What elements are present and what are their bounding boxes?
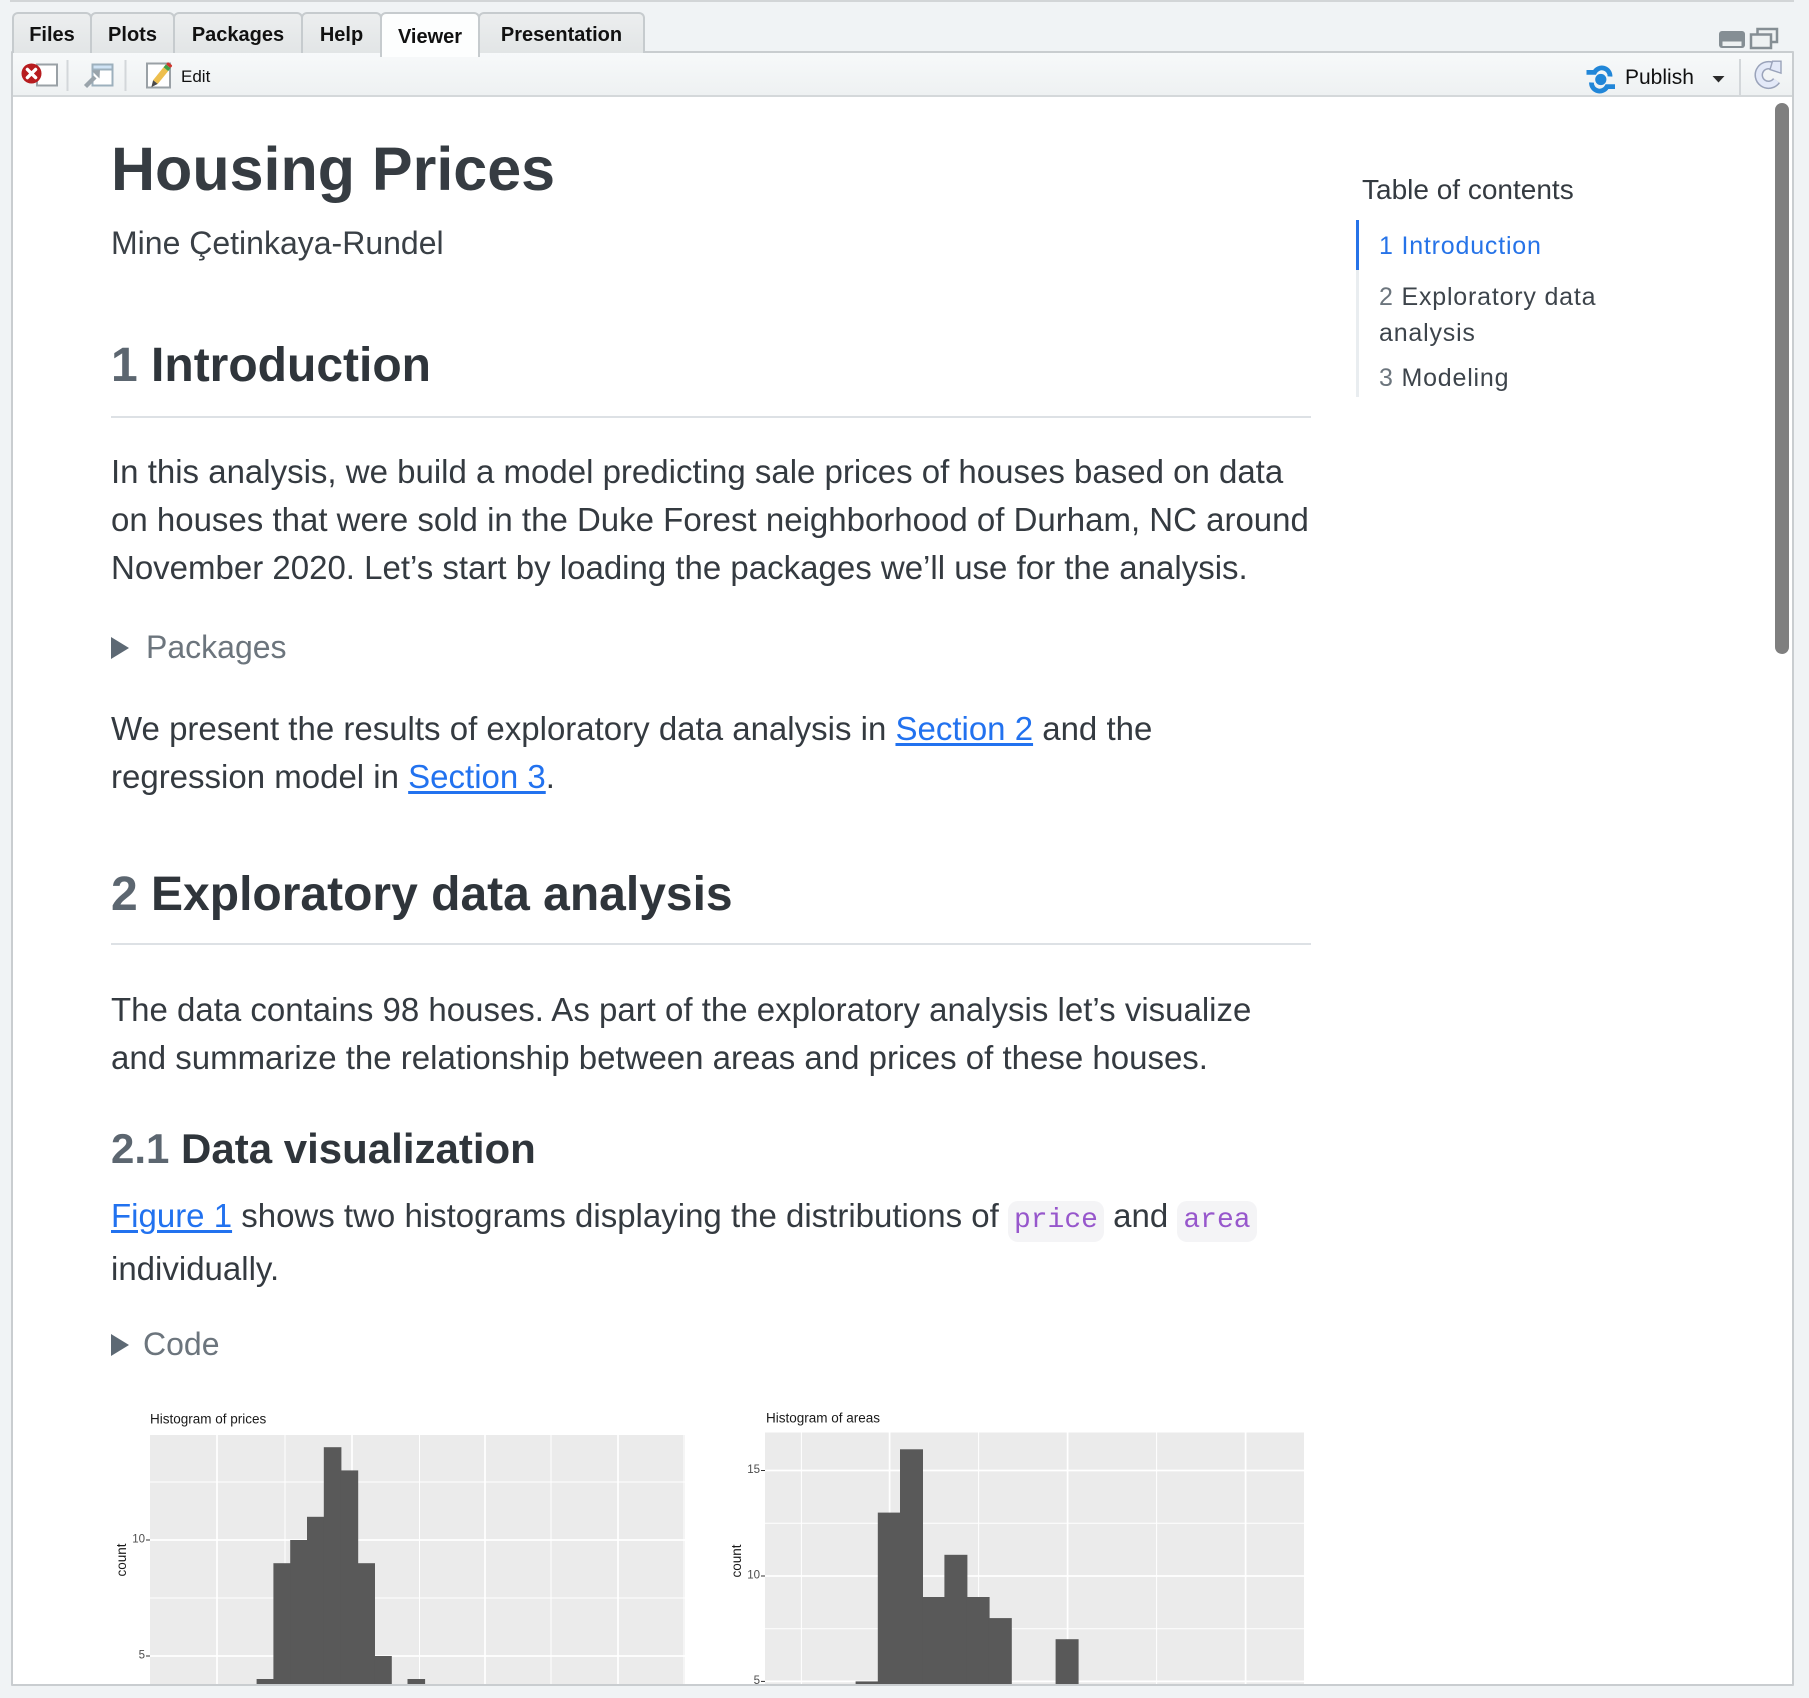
svg-text:5: 5 bbox=[139, 1650, 145, 1662]
svg-text:Histogram of areas: Histogram of areas bbox=[766, 1411, 880, 1426]
svg-text:5: 5 bbox=[754, 1675, 760, 1684]
svg-text:10: 10 bbox=[132, 1534, 145, 1546]
svg-text:count: count bbox=[729, 1544, 744, 1577]
svg-text:count: count bbox=[114, 1543, 129, 1576]
svg-text:15: 15 bbox=[747, 1464, 760, 1476]
svg-text:10: 10 bbox=[747, 1570, 760, 1582]
svg-text:Histogram of prices: Histogram of prices bbox=[150, 1412, 267, 1427]
